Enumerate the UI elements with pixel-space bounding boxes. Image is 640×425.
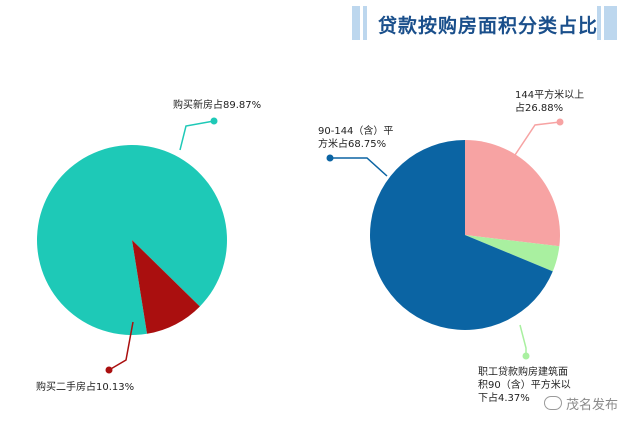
slice-label: 方米占68.75% [318, 137, 386, 150]
pie-slice [132, 240, 200, 334]
wechat-icon [543, 396, 562, 410]
leader-line [108, 321, 134, 371]
pie-slice [465, 235, 560, 272]
watermark: 茂名发布 [543, 394, 618, 413]
slice-label: 下占4.37% [478, 391, 530, 404]
slice-label: 购买新房占89.87% [173, 98, 261, 111]
slice-label: 占26.88% [515, 101, 563, 114]
title-stripe [604, 6, 617, 40]
slice-label: 购买二手房占10.13% [36, 380, 134, 393]
leader-dot [522, 352, 530, 360]
title-stripe [597, 6, 601, 40]
leader-line [330, 157, 388, 177]
pie-slice [370, 140, 553, 330]
slice-label: 积90（含）平方米以 [478, 378, 571, 391]
leader-line [179, 120, 215, 151]
chart-title: 贷款按购房面积分类占比 [378, 15, 599, 37]
slice-label: 职工贷款购房建筑面 [478, 365, 568, 378]
leader-line [519, 324, 527, 356]
pie-slice [465, 140, 560, 247]
leader-dot [556, 118, 564, 126]
title-banner: 贷款按购房面积分类占比 [352, 6, 617, 40]
leader-dot [210, 117, 218, 125]
title-stripe [352, 6, 360, 40]
watermark-text: 茂名发布 [565, 398, 618, 413]
title-stripe [363, 6, 367, 40]
slice-label: 90-144（含）平 [318, 124, 393, 137]
leader-line [514, 121, 561, 156]
leader-dot [105, 366, 113, 374]
slice-label: 144平方米以上 [515, 88, 584, 101]
leader-dot [326, 154, 334, 162]
pie-slice [37, 145, 228, 335]
